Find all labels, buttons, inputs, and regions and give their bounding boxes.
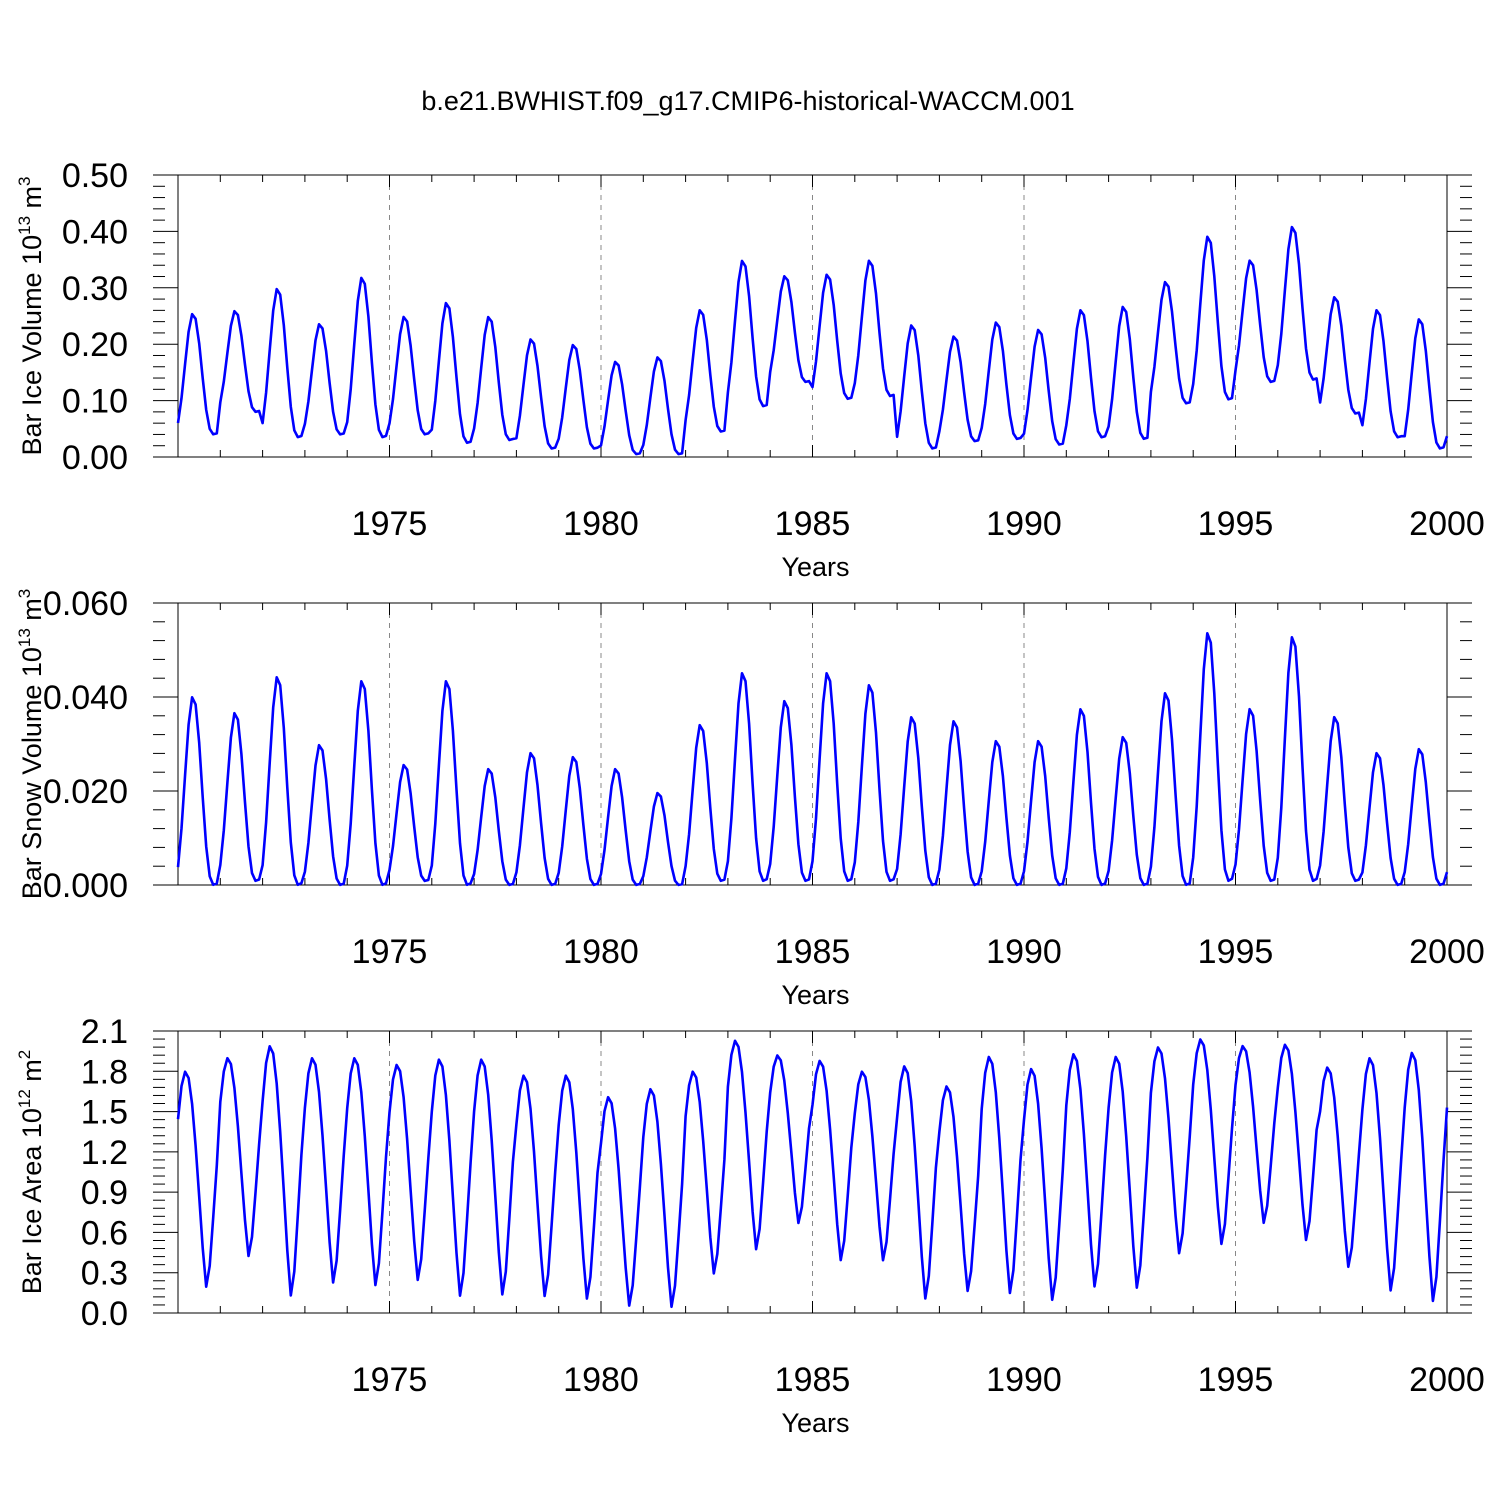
- panel-ice-volume: 1975 1980 1985 1990 1995 2000 Years 0.00 0.10 0.2…: [15, 157, 1485, 582]
- ice-area-xtick-label: 1975: [352, 1361, 428, 1399]
- snow-volume-ytick-label: 0.000: [43, 867, 128, 905]
- ice-area-ytick-label: 0.3: [81, 1255, 128, 1293]
- ice-volume-ytick-label: 0.30: [62, 270, 128, 308]
- ice-area-xtick-label: 1980: [563, 1361, 639, 1399]
- ice-volume-series-line: [176, 225, 1449, 456]
- snow-volume-ytick-label: 0.040: [43, 679, 128, 717]
- ice-volume-ytick-label: 0.20: [62, 326, 128, 364]
- ice-area-ytick-label: 1.2: [81, 1134, 128, 1172]
- ice-area-ytick-label: 1.8: [81, 1053, 128, 1091]
- snow-volume-xtick-label: 1990: [986, 933, 1062, 971]
- ice-volume-xtick-label: 1995: [1198, 505, 1274, 543]
- ice-volume-ytick-label: 0.40: [62, 213, 128, 251]
- ice-volume-xtick-label: 1990: [986, 505, 1062, 543]
- ice-area-series-line: [176, 1038, 1449, 1309]
- ice-volume-xtick-label: 1980: [563, 505, 639, 543]
- ice-area-x-axis-label: Years: [781, 1408, 849, 1438]
- ice-volume-xtick-label: 1975: [352, 505, 428, 543]
- panel-ice-area: 1975 1980 1985 1990 1995 2000 Years 0.00.30.60.…: [15, 1013, 1485, 1438]
- figure-title: b.e21.BWHIST.f09_g17.CMIP6-historical-WA…: [421, 86, 1074, 116]
- ice-area-ytick-label: 0.0: [81, 1295, 128, 1333]
- ice-area-xtick-label: 1985: [775, 1361, 851, 1399]
- ice-area-ytick-label: 2.1: [81, 1013, 128, 1051]
- snow-volume-series-line: [176, 632, 1449, 887]
- ice-volume-x-axis-label: Years: [781, 552, 849, 582]
- snow-volume-x-axis-label: Years: [781, 980, 849, 1010]
- snow-volume-xtick-label: 1975: [352, 933, 428, 971]
- ice-volume-ytick-label: 0.10: [62, 383, 128, 421]
- ice-area-ytick-label: 0.9: [81, 1174, 128, 1212]
- ice-volume-xtick-label: 1985: [775, 505, 851, 543]
- ice-area-xtick-label: 2000: [1409, 1361, 1485, 1399]
- snow-volume-y-axis-label: Bar Snow Volume 1013 m3: [15, 589, 47, 900]
- snow-volume-xtick-label: 1985: [775, 933, 851, 971]
- ice-volume-ytick-label: 0.00: [62, 439, 128, 477]
- ice-area-xtick-label: 1990: [986, 1361, 1062, 1399]
- ice-area-xtick-label: 1995: [1198, 1361, 1274, 1399]
- snow-volume-xtick-label: 1980: [563, 933, 639, 971]
- snow-volume-xtick-label: 2000: [1409, 933, 1485, 971]
- ice-volume-y-axis-label: Bar Ice Volume 1013 m3: [15, 176, 47, 455]
- ice-area-ytick-label: 0.6: [81, 1214, 128, 1252]
- snow-volume-xtick-label: 1995: [1198, 933, 1274, 971]
- panel-snow-volume: 1975 1980 1985 1990 1995 2000 Years 0.000 0.020 0…: [15, 585, 1485, 1010]
- snow-volume-ytick-label: 0.020: [43, 773, 128, 811]
- snow-volume-ytick-label: 0.060: [43, 585, 128, 623]
- ice-volume-xtick-label: 2000: [1409, 505, 1485, 543]
- ice-area-ytick-label: 1.5: [81, 1094, 128, 1132]
- ice-volume-ytick-label: 0.50: [62, 157, 128, 195]
- ice-area-y-axis-label: Bar Ice Area 1012 m2: [15, 1050, 47, 1295]
